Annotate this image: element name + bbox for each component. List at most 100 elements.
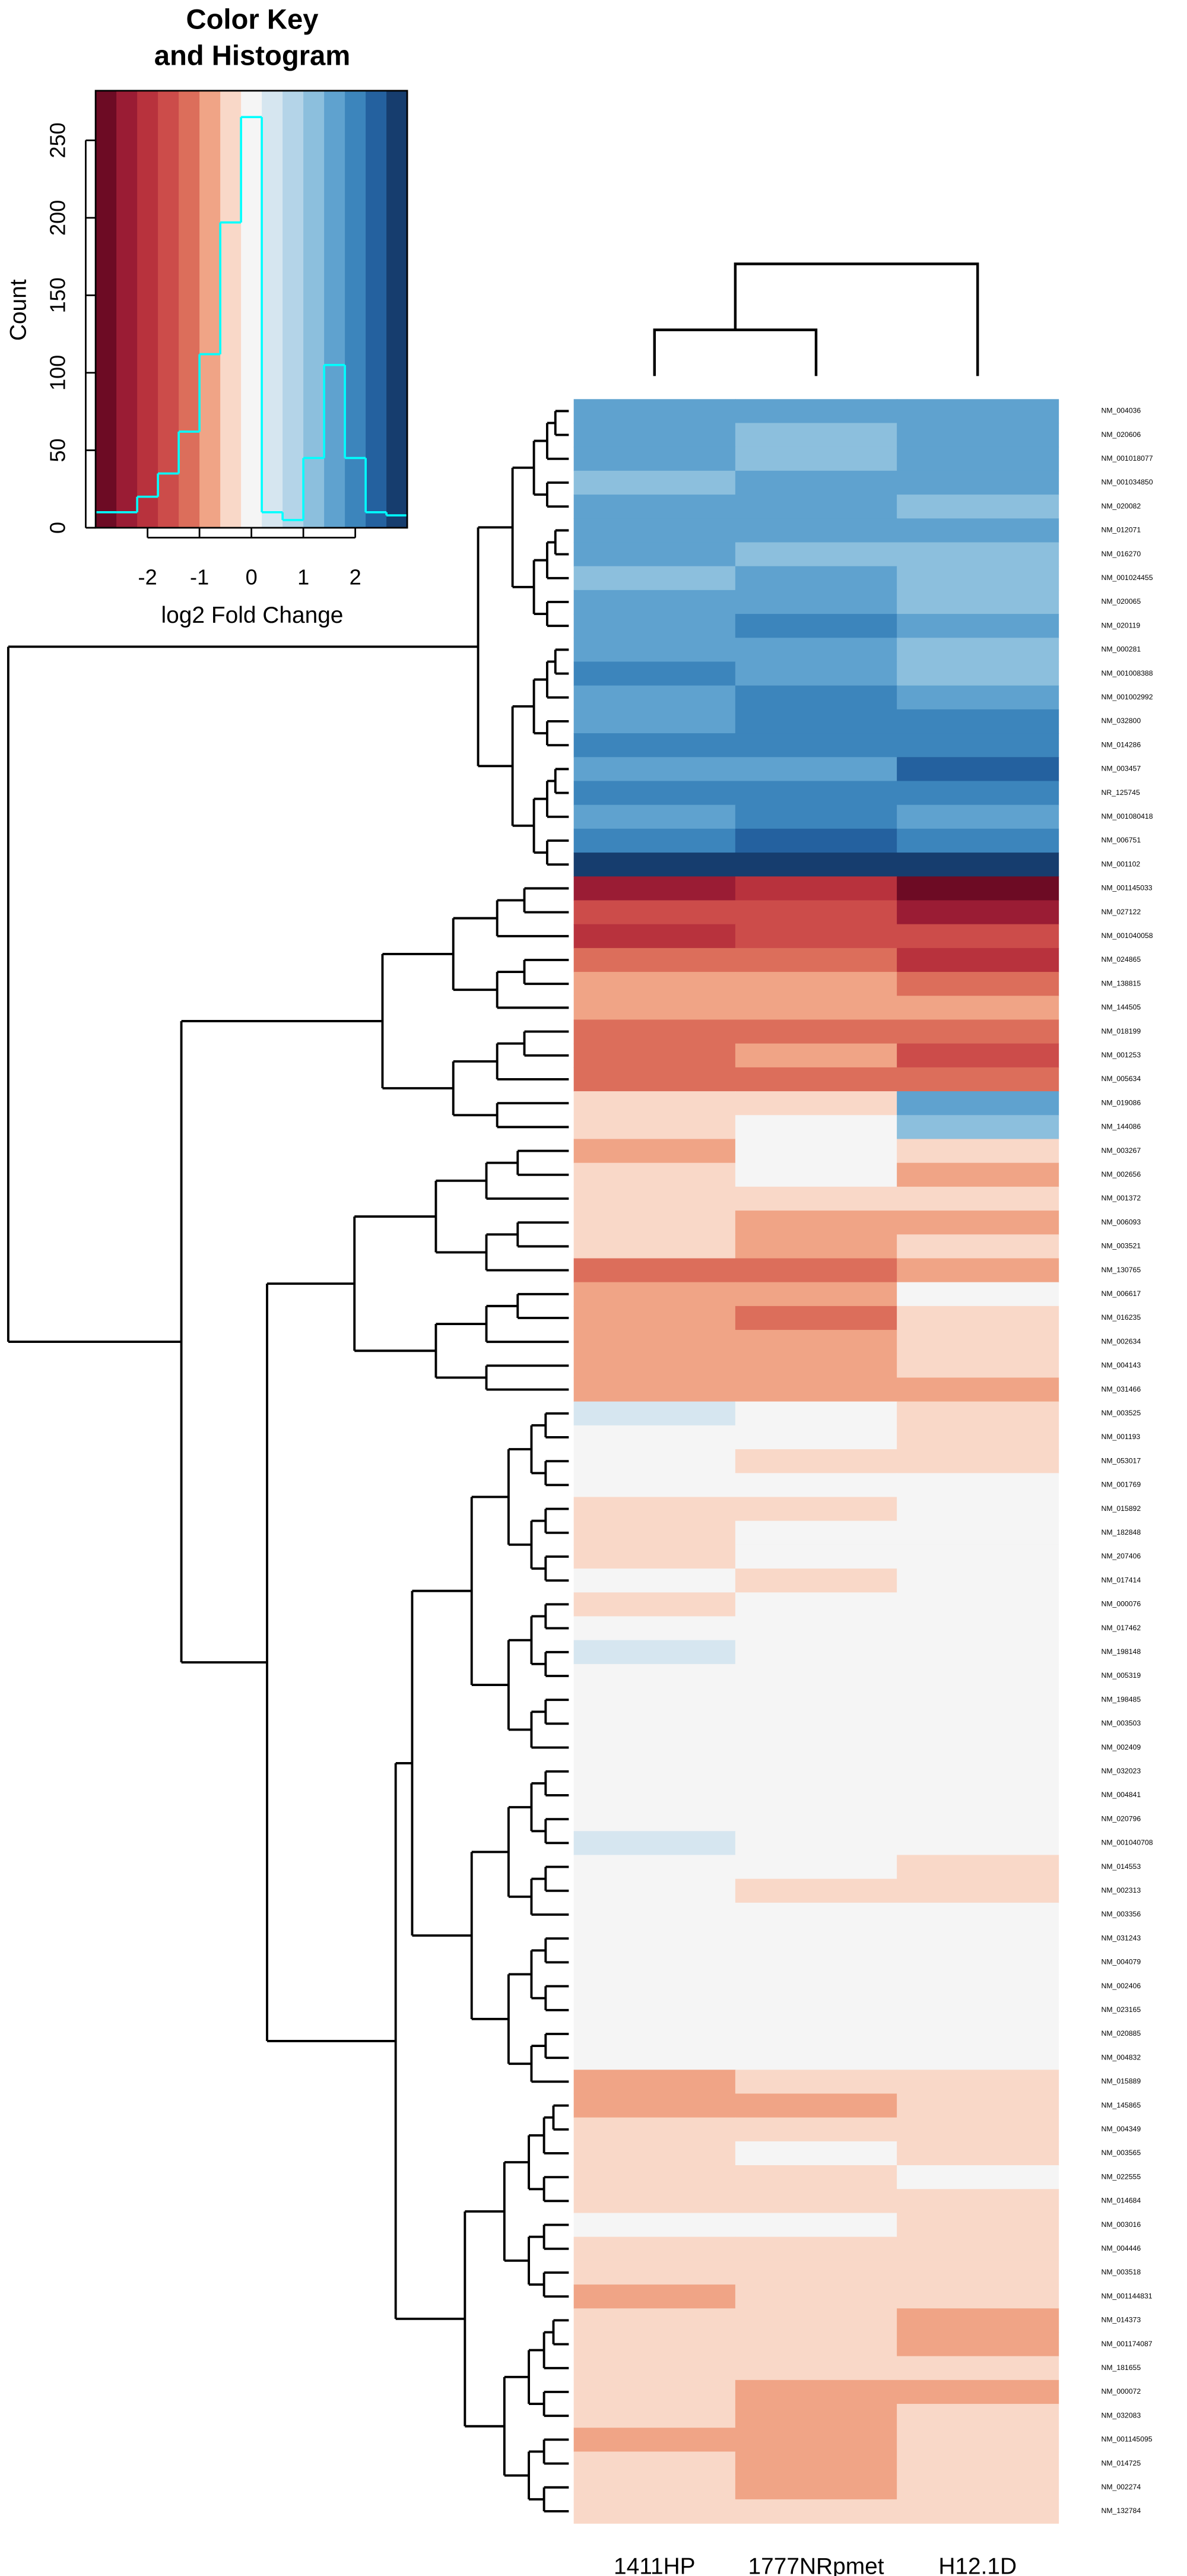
row-label: NM_020065 [1102,597,1141,606]
heatmap-cell [573,876,736,901]
heatmap-cell [897,1974,1059,1999]
heatmap-cell [735,495,897,519]
heatmap-cell [573,900,736,925]
heatmap-cell [735,804,897,829]
heatmap-cell [573,2308,736,2333]
heatmap-cell [573,2475,736,2500]
heatmap-cell [897,399,1059,424]
heatmap-cell [735,470,897,495]
heatmap-cell [735,1211,897,1235]
heatmap-cell [735,1043,897,1068]
heatmap-cell [573,924,736,949]
heatmap-cell [897,900,1059,925]
heatmap-cell [735,900,897,925]
heatmap-cell [735,1998,897,2023]
heatmap-cell [897,614,1059,639]
heatmap-cell [573,853,736,877]
heatmap-cell [735,1401,897,1426]
heatmap-cell [573,1282,736,1307]
heatmap-cell [735,996,897,1021]
heatmap-cell [735,1950,897,1975]
heatmap-cell [897,2093,1059,2118]
heatmap-cell [573,2428,736,2453]
heatmap-cell [735,1855,897,1880]
heatmap-cell [897,1401,1059,1426]
column-dendrogram [653,262,979,376]
heatmap-cell [735,757,897,782]
row-label: NM_001018077 [1102,454,1153,462]
color-band [324,90,345,528]
heatmap-cell [897,1043,1059,1068]
row-label: NM_000072 [1102,2387,1141,2396]
row-label: NM_016270 [1102,550,1141,558]
heatmap-cell [897,2451,1059,2476]
heatmap-cell [735,614,897,639]
row-label: NM_014553 [1102,1862,1141,1871]
heatmap-cell [573,470,736,495]
heatmap-cell [573,2260,736,2285]
row-label: NM_002406 [1102,1982,1141,1990]
row-label: NM_003503 [1102,1719,1141,1728]
heatmap-cell [897,828,1059,853]
heatmap-cell [897,1807,1059,1832]
row-label: NM_019086 [1102,1098,1141,1107]
heatmap-cell [735,2404,897,2429]
row-dendrogram [7,410,569,2512]
heatmap-cell [573,2046,736,2071]
row-label: NM_004079 [1102,1958,1141,1966]
heatmap-cell [897,781,1059,806]
y-tick-label: 50 [46,438,70,462]
heatmap-cell [897,1067,1059,1092]
heatmap-cell [573,1425,736,1450]
row-label: NM_004832 [1102,2053,1141,2061]
heatmap-cell [897,1497,1059,1522]
row-label: NM_138815 [1102,979,1141,987]
heatmap-cell [735,2021,897,2046]
heatmap-cell [735,1712,897,1737]
row-label: NM_003016 [1102,2220,1141,2229]
heatmap-cell [573,2332,736,2357]
row-label: NM_020885 [1102,2029,1141,2038]
row-label: NM_020796 [1102,1814,1141,1823]
heatmap-cell [897,1735,1059,1760]
heatmap-cell [735,781,897,806]
color-band [283,90,304,528]
row-label: NM_004841 [1102,1791,1141,1799]
heatmap-cell [897,1091,1059,1116]
heatmap-cell [735,2213,897,2238]
row-label: NM_130765 [1102,1266,1141,1274]
heatmap-cell [573,1354,736,1379]
heatmap-cell [897,542,1059,567]
heatmap-cell [897,804,1059,829]
heatmap-cell [573,2213,736,2238]
heatmap-cell [897,566,1059,591]
heatmap-cell [735,1807,897,1832]
heatmap-cell [897,924,1059,949]
heatmap-cell [573,2021,736,2046]
heatmap-cell [897,1664,1059,1688]
heatmap-cell [573,2285,736,2309]
heatmap-cell [573,2404,736,2429]
row-label: NM_017462 [1102,1624,1141,1632]
row-label: NM_001040058 [1102,931,1153,940]
heatmap-cell [573,781,736,806]
row-label: NM_001034850 [1102,478,1153,486]
row-label: NM_001144831 [1102,2292,1153,2300]
heatmap-cell [897,1902,1059,1927]
color-band [96,90,117,528]
row-label: NM_005319 [1102,1671,1141,1680]
heatmap-cell [735,590,897,614]
heatmap-cell [735,1234,897,1259]
row-label: NM_023165 [1102,2005,1141,2014]
heatmap-cell [735,2236,897,2261]
heatmap-cell [573,1306,736,1330]
row-label: NM_001008388 [1102,669,1153,677]
row-label: NM_020606 [1102,430,1141,439]
column-label: 1777NRpmet [748,2553,884,2576]
heatmap-cell [897,1927,1059,1951]
heatmap-cell [897,1019,1059,1044]
row-label: NM_003525 [1102,1409,1141,1417]
row-label: NM_132784 [1102,2507,1141,2515]
heatmap-cell [897,590,1059,614]
